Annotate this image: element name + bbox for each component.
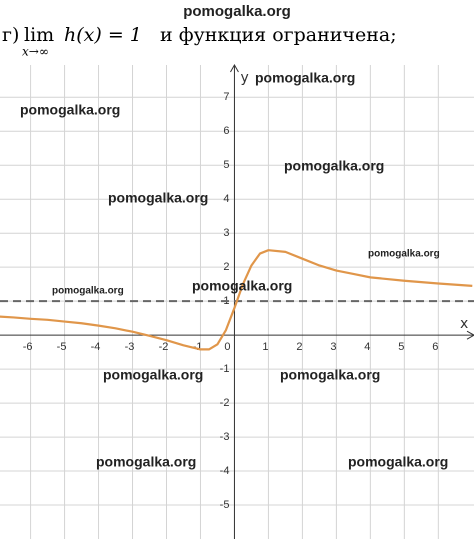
watermark: pomogalka.org (183, 3, 291, 20)
curve (0, 249, 473, 351)
watermark: pomogalka.org (348, 454, 448, 470)
watermark: pomogalka.org (368, 249, 440, 260)
watermark: pomogalka.org (284, 158, 384, 174)
x-tick-label: 3 (330, 341, 336, 353)
x-tick-label: 0 (224, 341, 230, 353)
x-tick-label: -6 (23, 341, 33, 353)
watermark: pomogalka.org (192, 278, 292, 294)
y-tick-label: -3 (220, 431, 230, 443)
x-tick-label: -4 (91, 341, 101, 353)
x-tick-label: -3 (125, 341, 135, 353)
watermark: pomogalka.org (108, 190, 208, 206)
y-axis-arrow (230, 63, 239, 73)
x-axis-arrow (466, 330, 474, 340)
y-tick-label: 6 (223, 125, 229, 137)
x-tick-label: -1 (193, 341, 203, 353)
header-text: и функция ограничена; (160, 24, 397, 46)
x-tick-label: 5 (398, 341, 404, 353)
y-tick-label: -5 (220, 499, 230, 511)
watermark: pomogalka.org (96, 454, 196, 470)
x-tick-label: 6 (432, 341, 438, 353)
watermark: pomogalka.org (255, 70, 355, 86)
y-tick-label: -2 (220, 397, 230, 409)
header-label: г) (2, 24, 19, 46)
watermark: pomogalka.org (103, 367, 203, 383)
y-tick-label: 7 (223, 91, 229, 103)
x-tick-label: 4 (364, 341, 370, 353)
header-lim: lim (24, 24, 54, 46)
x-tick-label: -5 (57, 341, 67, 353)
y-tick-label: -1 (220, 363, 230, 375)
x-axis-label: x (460, 316, 468, 332)
x-tick-label: 2 (296, 341, 302, 353)
y-tick-label: 4 (223, 193, 229, 205)
y-tick-label: 5 (223, 159, 229, 171)
header-expression: h(x) = 1 (64, 24, 142, 46)
watermark: pomogalka.org (280, 367, 380, 383)
x-tick-label: 1 (262, 341, 268, 353)
y-axis-label: y (240, 70, 248, 86)
y-tick-label: -4 (220, 465, 230, 477)
y-tick-label: 2 (223, 261, 229, 273)
header-lim-sub: x→∞ (22, 45, 49, 59)
watermark: pomogalka.org (20, 102, 120, 118)
x-tick-label: -2 (159, 341, 169, 353)
watermark: pomogalka.org (52, 286, 124, 297)
y-tick-label: 3 (223, 227, 229, 239)
